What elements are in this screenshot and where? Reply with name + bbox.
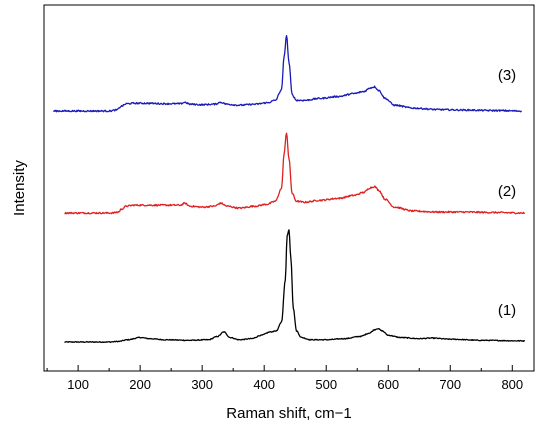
series-line-1 bbox=[64, 229, 526, 344]
x-axis-ticks: 100 200 300 400 500 600 700 800 bbox=[46, 365, 523, 392]
series-label-3: (3) bbox=[498, 67, 516, 84]
series-3: (3) bbox=[53, 34, 523, 113]
series-label-1: (1) bbox=[498, 302, 516, 319]
x-tick-label-600: 600 bbox=[377, 377, 399, 392]
series-line-2 bbox=[64, 132, 526, 215]
series-group: (1) (2) (3) bbox=[53, 34, 526, 344]
plot-frame bbox=[43, 4, 535, 372]
x-tick-label-300: 300 bbox=[191, 377, 213, 392]
x-tick-label-700: 700 bbox=[439, 377, 461, 392]
series-line-3 bbox=[53, 34, 523, 113]
x-tick-label-100: 100 bbox=[67, 377, 89, 392]
x-tick-label-200: 200 bbox=[129, 377, 151, 392]
x-tick-label-400: 400 bbox=[253, 377, 275, 392]
x-tick-label-800: 800 bbox=[501, 377, 523, 392]
plot-area-border bbox=[43, 4, 535, 372]
y-axis-title: Intensity bbox=[11, 160, 28, 216]
series-label-2: (2) bbox=[498, 183, 516, 200]
x-axis-title: Raman shift, cm−1 bbox=[226, 405, 351, 422]
series-1: (1) bbox=[64, 229, 526, 344]
x-tick-label-500: 500 bbox=[315, 377, 337, 392]
series-2: (2) bbox=[64, 132, 526, 215]
